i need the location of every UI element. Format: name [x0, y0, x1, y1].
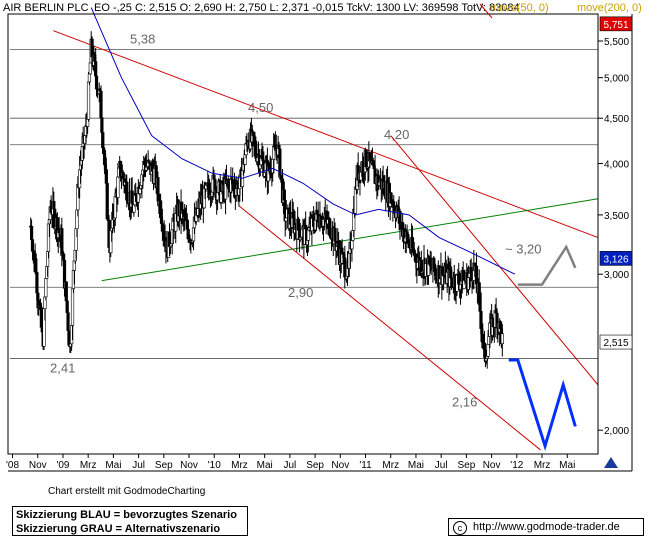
candle-body: [64, 281, 68, 302]
level-label: 5,38: [130, 31, 155, 46]
y-tick-label: 3,000: [604, 270, 629, 281]
copyright-icon: c: [453, 521, 467, 535]
x-tick-label: '10: [208, 460, 221, 471]
y-tick-label: 5,000: [604, 74, 629, 85]
x-tick-label: Mai: [105, 460, 121, 471]
price-badge: [599, 251, 633, 266]
scenario-grey-path: [517, 244, 577, 286]
x-tick-label: Mrz: [382, 460, 399, 471]
scenario-legend: Skizzierung BLAU = bevorzugtes Szenario …: [12, 506, 248, 536]
chart-header: AIR BERLIN PLC EO -,25 C: 2,515 O: 2,690 …: [3, 2, 642, 19]
y-tick-label: 4,500: [604, 114, 629, 125]
candle-body: [44, 278, 48, 298]
level-label: 4,20: [384, 127, 409, 142]
x-tick-label: Mai: [257, 460, 273, 471]
candle-body: [88, 62, 92, 75]
moving-average-50-line: [90, 7, 516, 275]
candle-body: [66, 312, 70, 331]
trendline: [239, 205, 541, 451]
x-tick-label: '08: [6, 460, 19, 471]
scenario-blue-path: [508, 358, 577, 452]
annotation-low: 2,16: [452, 395, 477, 410]
price-badge-label: 2,515: [603, 338, 628, 349]
candle-body: [479, 311, 483, 329]
source-link[interactable]: c http://www.godmode-trader.de: [448, 518, 644, 536]
source-url: http://www.godmode-trader.de: [473, 521, 620, 533]
y-tick-label: 2,000: [604, 426, 629, 437]
x-tick-label: Jul: [132, 460, 145, 471]
x-tick-label: Mrz: [231, 460, 248, 471]
candle-body: [62, 253, 66, 261]
moving-average-layer: [90, 7, 516, 275]
chart-credit: Chart erstellt mit GodmodeCharting: [48, 486, 206, 497]
x-tick-label: Sep: [457, 460, 475, 471]
y-tick-label: 4,000: [604, 160, 629, 171]
trendline-layer: [53, 30, 599, 451]
candle-body: [116, 176, 120, 198]
candle-body: [67, 330, 71, 346]
level-label: 2,90: [288, 285, 313, 300]
x-tick-label: Sep: [155, 460, 173, 471]
y-tick-label: 3,500: [604, 211, 629, 222]
x-tick-label: '09: [56, 460, 69, 471]
candle-body: [500, 333, 504, 345]
price-badge-label: 5,751: [603, 20, 628, 31]
x-tick-label: Nov: [331, 460, 349, 471]
chart-quote: EO -,25 C: 2,515 O: 2,690 H: 2,750 L: 2,…: [94, 2, 520, 14]
x-tick-label: '11: [359, 460, 372, 471]
candle-body: [486, 344, 490, 357]
x-tick-label: Mai: [408, 460, 424, 471]
candle-body: [86, 81, 91, 120]
ma1-label: move(50, 0): [490, 2, 549, 14]
plot-frame: [7, 13, 599, 455]
y-tick-label: 5,500: [604, 37, 629, 48]
chart-symbol: AIR BERLIN PLC: [3, 2, 89, 14]
x-tick-label: '12: [510, 460, 523, 471]
legend-blue: Skizzierung BLAU = bevorzugtes Szenario: [16, 509, 237, 521]
candlestick-layer: [29, 31, 504, 369]
ma2-label: move(200, 0): [577, 2, 642, 14]
candle-body: [113, 196, 117, 219]
candle-body: [163, 236, 167, 240]
candle-body: [350, 240, 354, 250]
x-tick-label: Nov: [483, 460, 501, 471]
price-badge: [599, 16, 633, 32]
support-resistance-layer: 5,384,504,202,902,41~ 3,202,16: [10, 31, 598, 410]
annotation-target: ~ 3,20: [505, 241, 542, 256]
header-red-tick: [479, 3, 493, 19]
price-badge-label: 3,126: [603, 254, 628, 265]
level-label: 2,41: [50, 360, 75, 375]
candle-body: [284, 217, 288, 222]
x-tick-label: Nov: [29, 460, 47, 471]
candle-body: [296, 218, 301, 231]
axes-layer: 2,000 3,000 3,500 4,000 4,500 5,000 5,500 '08 No…: [6, 13, 633, 472]
x-tick-label: Jul: [435, 460, 448, 471]
price-badge: [599, 334, 633, 350]
candle-body: [87, 73, 92, 83]
x-tick-label: Mrz: [534, 460, 551, 471]
trendline: [53, 30, 599, 239]
trendline: [390, 135, 599, 386]
x-tick-label: Mrz: [80, 460, 97, 471]
legend-grey: Skizzierung GRAU = Alternativszenario: [16, 523, 221, 535]
x-tick-label: Nov: [180, 460, 198, 471]
candle-body: [70, 288, 75, 326]
x-tick-label: Mai: [559, 460, 575, 471]
x-tick-label: Sep: [306, 460, 324, 471]
scenario-layer: [508, 244, 577, 452]
candle-body: [278, 148, 282, 178]
scale-triangle-icon: [604, 457, 618, 468]
x-tick-label: Jul: [283, 460, 296, 471]
